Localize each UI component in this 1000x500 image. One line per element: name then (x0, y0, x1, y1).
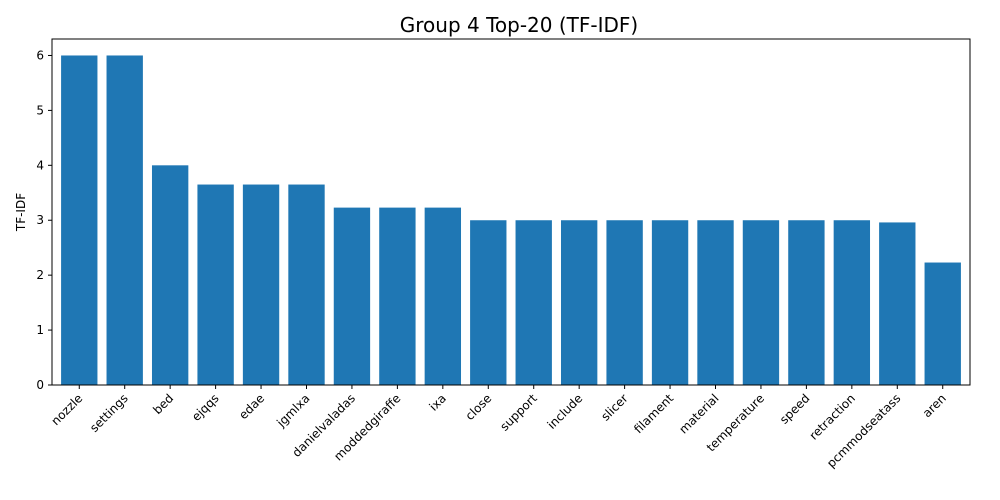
bar-aren (924, 262, 961, 385)
x-tick-label: ejqqs (189, 391, 222, 424)
bar-settings (106, 55, 143, 385)
x-tick-label: include (545, 391, 586, 432)
bar-pcmmodseatass (879, 222, 916, 385)
y-tick-label: 6 (36, 48, 44, 62)
x-tick-label: jgmlxa (273, 391, 312, 430)
y-tick-label: 1 (36, 323, 44, 337)
bar-support (515, 220, 552, 385)
bar-material (697, 220, 734, 385)
y-ticks-group: 0 1 2 3 4 5 6 (36, 48, 52, 392)
bar-moddedgiraffe (379, 207, 416, 385)
bar-jgmlxa (288, 184, 325, 385)
plot-frame (51, 38, 971, 386)
y-tick-label: 5 (36, 103, 44, 117)
x-tick-label: settings (87, 391, 131, 435)
x-tick-label: slicer (598, 391, 630, 423)
y-tick-label: 3 (36, 213, 44, 227)
y-tick-label: 0 (36, 378, 44, 392)
y-tick-label: 4 (36, 158, 44, 172)
x-tick-label: material (676, 391, 721, 436)
bar-filament (651, 220, 689, 385)
x-tick-label: speed (777, 391, 813, 427)
y-tick-label: 2 (36, 268, 44, 282)
bar-retraction (833, 220, 871, 385)
x-tick-label: filament (631, 391, 676, 436)
bar-ejqqs (197, 184, 234, 385)
x-tick-label: ixa (426, 391, 448, 413)
x-tick-label: bed (150, 391, 176, 417)
chart-title: Group 4 Top-20 (TF-IDF) (400, 13, 638, 37)
bar-slicer (606, 220, 643, 385)
x-tick-label: support (497, 391, 540, 434)
x-ticks-group: nozzle settings bed ejqqs edae jgmlxadanielva… (48, 385, 949, 470)
x-tick-label: edae (236, 391, 267, 422)
y-axis-label: TF-IDF (14, 193, 28, 232)
bars-group (61, 55, 961, 385)
bar-speed (788, 220, 825, 385)
x-tick-label: nozzle (48, 391, 85, 428)
bar-ixa (424, 207, 462, 385)
bar-nozzle (61, 55, 98, 385)
x-tick-label: close (463, 391, 495, 423)
bar-bed (151, 165, 189, 385)
x-tick-label: aren (920, 391, 949, 420)
bar-temperature (742, 220, 780, 385)
bar-include (560, 220, 598, 385)
bar-danielvaladas (333, 207, 371, 385)
bar-close (470, 220, 507, 385)
bar-edae (242, 184, 280, 385)
